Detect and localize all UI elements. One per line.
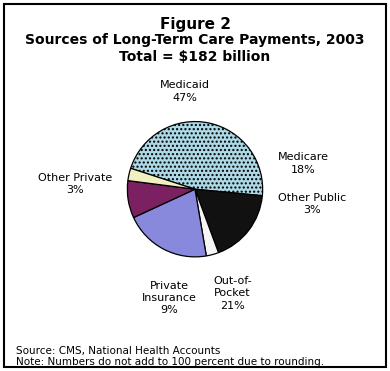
Text: Other Private
3%: Other Private 3% [38, 173, 112, 195]
Text: Source: CMS, National Health Accounts
Note: Numbers do not add to 100 percent du: Source: CMS, National Health Accounts No… [16, 346, 324, 367]
Text: Other Public
3%: Other Public 3% [278, 193, 346, 215]
Wedge shape [128, 181, 195, 217]
Text: Sources of Long-Term Care Payments, 2003: Sources of Long-Term Care Payments, 2003 [25, 33, 365, 47]
Text: Out-of-
Pocket
21%: Out-of- Pocket 21% [213, 276, 252, 311]
Wedge shape [128, 168, 195, 189]
Text: Private
Insurance
9%: Private Insurance 9% [142, 280, 197, 315]
Wedge shape [195, 189, 262, 253]
Text: Medicaid
47%: Medicaid 47% [160, 80, 210, 103]
Wedge shape [131, 122, 262, 196]
Text: Medicare
18%: Medicare 18% [278, 152, 328, 175]
Text: Figure 2: Figure 2 [160, 17, 230, 32]
Wedge shape [133, 189, 206, 257]
Wedge shape [195, 189, 218, 256]
Text: Total = $182 billion: Total = $182 billion [119, 50, 271, 64]
